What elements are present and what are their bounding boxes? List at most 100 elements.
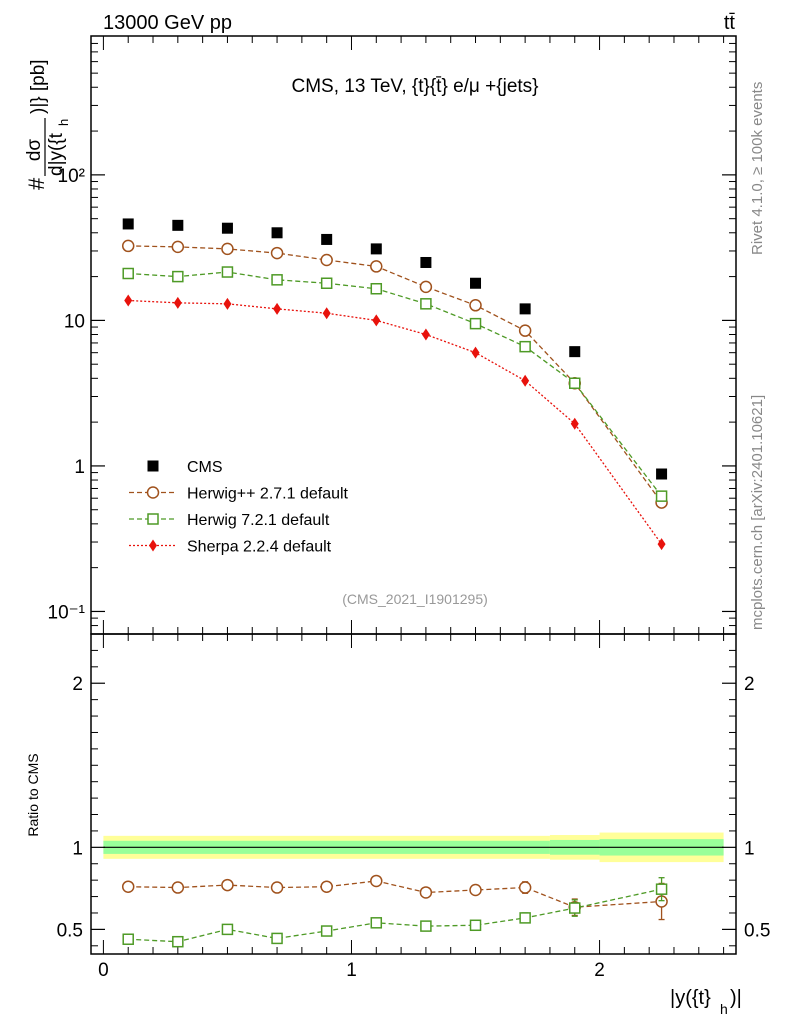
- data-point-2: [221, 266, 234, 278]
- ratio-point-1: [122, 933, 134, 945]
- data-point-1: [518, 324, 532, 337]
- y-tick-label: 10⁻¹: [48, 602, 86, 623]
- ratio-point-1: [420, 920, 432, 932]
- data-point-3: [322, 307, 331, 320]
- data-point-0: [519, 303, 531, 315]
- data-point-3: [521, 374, 530, 387]
- data-point-2: [320, 277, 333, 289]
- ratio-point-0: [419, 886, 433, 899]
- y-tick-label: 1: [74, 457, 85, 478]
- data-point-0: [172, 219, 184, 231]
- data-point-0: [470, 277, 482, 289]
- data-point-2: [469, 317, 482, 330]
- data-point-0: [656, 468, 668, 480]
- data-point-1: [320, 253, 333, 267]
- legend-marker: [147, 513, 159, 525]
- data-point-1: [121, 239, 135, 253]
- legend: CMS Herwig++ 2.7.1 default Herwig 7.2.1 de…: [129, 459, 349, 556]
- ratio-y-tick-label-right: 1: [744, 838, 755, 859]
- data-point-0: [370, 243, 382, 255]
- y-label-prefix: #: [24, 177, 49, 190]
- data-point-3: [471, 346, 480, 359]
- y-label-denominator-sub: h: [56, 119, 71, 126]
- ratio-y-tick-label: 1: [72, 838, 83, 859]
- data-point-3: [173, 296, 182, 309]
- ratio-point-1: [469, 919, 482, 932]
- y-tick-label: 10: [64, 311, 85, 332]
- ratio-point-1: [172, 935, 184, 948]
- data-point-2: [271, 274, 283, 286]
- ratio-point-1: [370, 917, 383, 929]
- ratio-point-1: [271, 932, 283, 945]
- y-label-unit: )|} [pb]: [28, 59, 49, 114]
- legend-label: Herwig 7.2.1 default: [187, 512, 330, 529]
- x-label-tail: )|: [730, 987, 742, 1009]
- data-point-2: [172, 270, 184, 283]
- data-point-3: [657, 538, 666, 551]
- ratio-point-0: [171, 881, 185, 894]
- ratio-point-0: [469, 883, 482, 897]
- ratio-point-0: [270, 881, 284, 894]
- x-tick-label: 1: [346, 960, 357, 981]
- ratio-y-tick-label-right: 0.5: [744, 920, 770, 941]
- y-label-denominator: d|y({t: [46, 132, 67, 176]
- data-point-1: [171, 240, 185, 254]
- data-point-2: [519, 340, 531, 353]
- data-point-2: [655, 490, 668, 502]
- data-point-1: [270, 246, 284, 260]
- ratio-point-1: [221, 923, 234, 936]
- ratio-point-0: [518, 881, 532, 894]
- main-panel: CMS, 13 TeV, {t}{t̄} e/μ +{jets} (CMS_20…: [24, 35, 737, 635]
- data-point-1: [221, 242, 234, 256]
- data-point-3: [421, 328, 430, 341]
- data-point-1: [469, 299, 482, 312]
- ratio-point-0: [320, 880, 333, 893]
- y-label-numerator: dσ: [24, 139, 45, 162]
- data-point-3: [124, 294, 133, 307]
- data-point-0: [420, 256, 432, 268]
- data-point-0: [122, 218, 134, 230]
- ratio-panel: Ratio to CMS |y({t} h )| 0.5 0.5 1 1 2 2 0 1 2: [25, 633, 770, 1017]
- legend-marker: [146, 486, 160, 499]
- data-point-2: [122, 267, 134, 280]
- data-point-3: [273, 302, 282, 315]
- data-point-2: [420, 298, 432, 310]
- ratio-y-tick-label: 0.5: [57, 920, 83, 941]
- ratio-y-tick-label-right: 2: [744, 674, 755, 695]
- data-point-3: [372, 314, 381, 327]
- legend-label: Sherpa 2.2.4 default: [187, 539, 332, 556]
- ratio-panel-frame: [90, 633, 737, 955]
- legend-marker: [149, 539, 157, 552]
- data-point-0: [569, 346, 581, 358]
- data-point-1: [370, 260, 383, 273]
- y-tick-label: 10²: [58, 166, 85, 187]
- main-title: CMS, 13 TeV, {t}{t̄} e/μ +{jets}: [291, 76, 538, 97]
- data-point-0: [271, 227, 283, 239]
- ratio-point-1: [519, 912, 531, 924]
- data-point-2: [569, 377, 581, 389]
- x-label-main: |y({t}: [670, 987, 711, 1009]
- legend-label: CMS: [187, 459, 223, 476]
- data-point-2: [370, 282, 383, 295]
- mcplots-credit-label: mcplots.cern.ch [arXiv:2401.10621]: [749, 395, 766, 630]
- ratio-marks: [121, 874, 668, 948]
- main-marks: [121, 218, 668, 551]
- ratio-point-0: [370, 874, 383, 888]
- data-point-1: [419, 280, 433, 294]
- legend-label: Herwig++ 2.7.1 default: [187, 486, 349, 503]
- data-point-0: [221, 222, 233, 234]
- header-process: 13000 GeV pp: [103, 12, 232, 34]
- series-line-3: [128, 299, 663, 545]
- ratio-series-line-0: [128, 880, 662, 908]
- x-tick-label: 2: [594, 960, 605, 981]
- analysis-id-label: (CMS_2021_I1901295): [342, 591, 488, 607]
- ratio-point-0: [221, 878, 234, 892]
- ratio-x-axis-label: |y({t} h )|: [670, 987, 742, 1017]
- header-final-state: tt̄: [724, 12, 736, 34]
- ratio-axes: 0.5 0.5 1 1 2 2 0 1 2: [57, 634, 770, 981]
- ratio-y-axis-label: Ratio to CMS: [25, 753, 41, 836]
- legend-marker: [147, 460, 159, 472]
- ratio-point-1: [569, 902, 581, 914]
- ratio-bands: [103, 832, 724, 863]
